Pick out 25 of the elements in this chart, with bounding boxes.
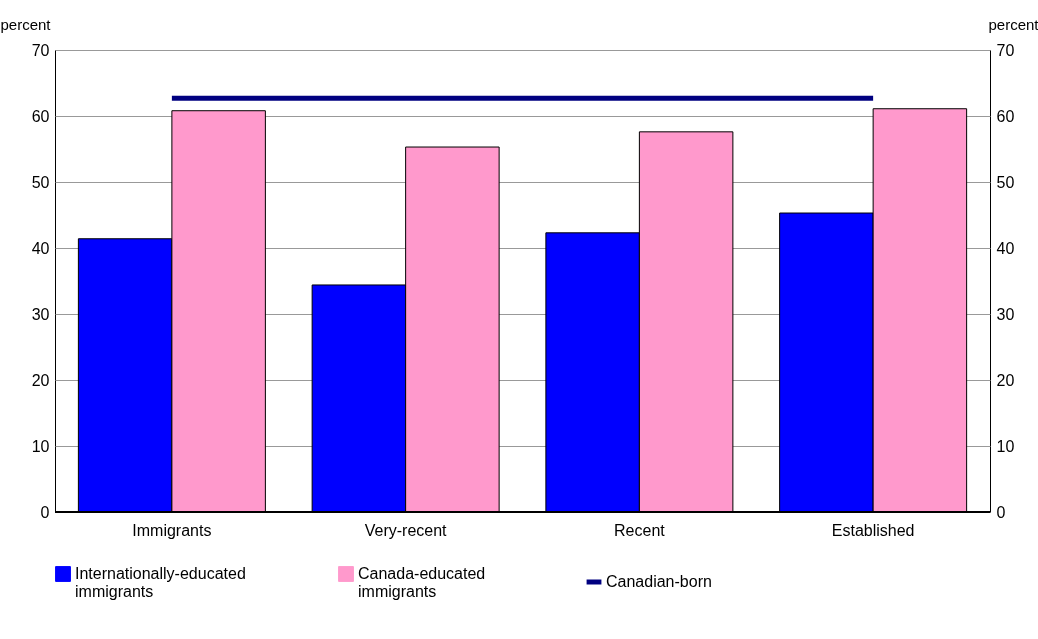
y-tick-label: 70: [31, 41, 50, 59]
x-tick-label: Immigrants: [132, 521, 212, 539]
y-tick-label: 30: [31, 305, 50, 323]
y-tick-label: 50: [31, 173, 50, 191]
y2-tick-label: 50: [996, 173, 1015, 191]
legend-label: Canada-educated immigrants: [358, 565, 486, 600]
y-tick-label: 60: [31, 107, 50, 125]
y2-tick-label: 0: [996, 503, 1006, 521]
y2-tick-label: 30: [996, 305, 1015, 323]
y-tick-label: 40: [31, 239, 50, 257]
y-tick-label: 20: [31, 371, 50, 389]
x-tick-label: Recent: [614, 521, 666, 539]
y2-tick-label: 60: [996, 107, 1015, 125]
y-tick-label: 10: [31, 437, 50, 455]
y2-tick-label: 10: [996, 437, 1015, 455]
y2-tick-label: 70: [996, 41, 1015, 59]
x-tick-label: Very-recent: [364, 521, 448, 539]
y2-tick-label: 40: [996, 239, 1015, 257]
y-tick-label: 0: [40, 503, 50, 521]
legend-label: Internationally-educated immigrants: [75, 565, 246, 600]
y2-tick-label: 20: [996, 371, 1015, 389]
legend-label: Canadian-born: [606, 573, 712, 590]
x-tick-label: Established: [831, 521, 915, 539]
y2-axis-title: percent: [988, 15, 1038, 33]
y-axis-title: percent: [0, 15, 52, 33]
